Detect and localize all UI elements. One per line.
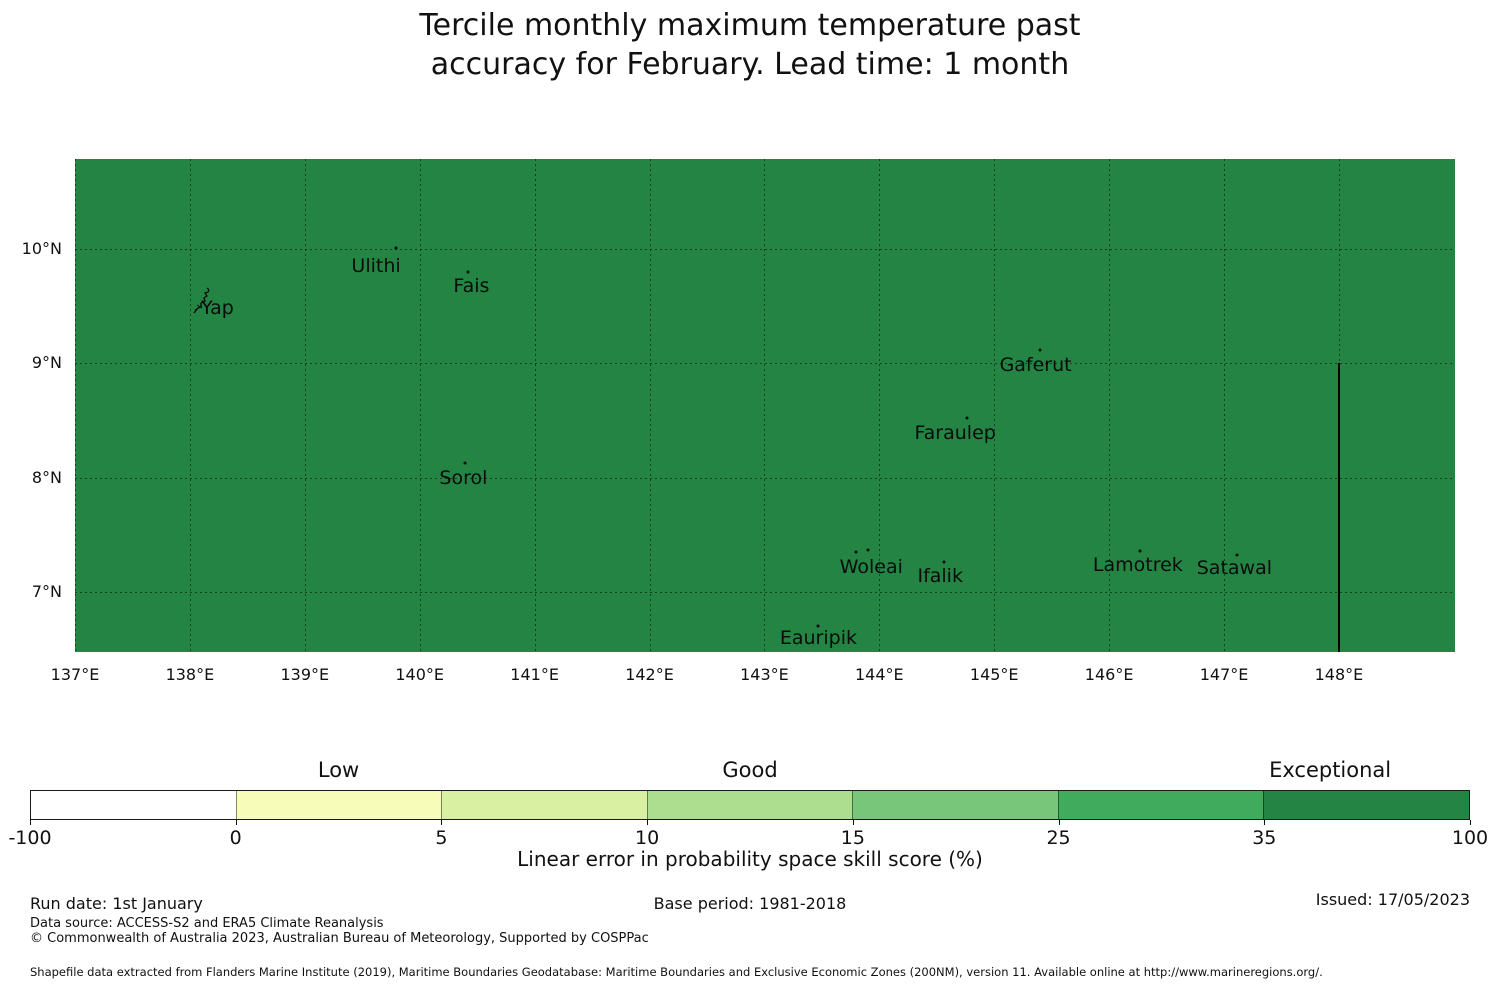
- x-axis-tick-label: 142°E: [625, 665, 674, 684]
- longitude-gridline: [534, 159, 536, 652]
- copyright-text: © Commonwealth of Australia 2023, Austra…: [30, 931, 649, 946]
- y-axis-tick-label: 10°N: [21, 238, 62, 258]
- longitude-gridline: [649, 159, 651, 652]
- x-axis-tick-label: 139°E: [280, 665, 330, 684]
- colorbar-segment-6: [1263, 791, 1470, 819]
- chart-title: Tercile monthly maximum temperature past…: [0, 6, 1500, 84]
- longitude-gridline: [419, 159, 421, 652]
- latitude-gridline: [75, 477, 1455, 479]
- colorbar-tick-label: 15: [840, 827, 865, 849]
- map-plot-area: [75, 159, 1455, 652]
- colorbar-category-exceptional: Exceptional: [1269, 758, 1392, 782]
- issued-date-text: Issued: 17/05/2023: [1315, 890, 1470, 909]
- colorbar-tick-label: 100: [1451, 827, 1489, 849]
- colorbar-tick-label: 5: [435, 827, 448, 849]
- longitude-gridline: [994, 159, 996, 652]
- x-axis-tick-label: 138°E: [165, 665, 215, 684]
- longitude-gridline: [1109, 159, 1111, 652]
- longitude-gridline: [304, 159, 306, 652]
- longitude-gridline: [1224, 159, 1226, 652]
- base-period-text: Base period: 1981-2018: [653, 894, 847, 913]
- longitude-gridline: [75, 159, 76, 652]
- longitude-gridline: [764, 159, 766, 652]
- y-axis-tick-label: 8°N: [31, 467, 62, 487]
- colorbar-segment-1: [235, 791, 442, 819]
- colorbar-segment-5: [1057, 791, 1264, 819]
- x-axis-tick-label: 141°E: [510, 665, 559, 684]
- colorbar-tick: [30, 820, 31, 825]
- colorbar-tick-label: 35: [1252, 827, 1277, 849]
- colorbar-segment-2: [441, 791, 647, 819]
- x-axis-tick-label: 144°E: [855, 665, 904, 684]
- colorbar-tick-label: 0: [229, 827, 242, 849]
- latitude-gridline: [75, 592, 1455, 594]
- colorbar-tick: [647, 820, 649, 825]
- chart-title-line1: Tercile monthly maximum temperature past: [419, 8, 1081, 43]
- colorbar-category-low: Low: [317, 758, 360, 782]
- longitude-gridline: [189, 159, 191, 652]
- x-axis-tick-label: 146°E: [1084, 665, 1134, 684]
- colorbar: [30, 790, 1470, 820]
- colorbar-tick-label: 10: [635, 827, 660, 849]
- colorbar-tick: [1470, 820, 1471, 825]
- y-axis-tick-label: 9°N: [31, 353, 62, 373]
- shapefile-note-text: Shapefile data extracted from Flanders M…: [30, 965, 1323, 979]
- colorbar-segment-4: [852, 791, 1058, 819]
- colorbar-tick: [235, 820, 237, 825]
- colorbar-segment-0: [31, 791, 236, 819]
- colorbar-tick-label: -100: [8, 827, 52, 849]
- colorbar-segment-3: [646, 791, 853, 819]
- x-axis-tick-label: 140°E: [395, 665, 445, 684]
- colorbar-tick: [1058, 820, 1060, 825]
- longitude-gridline: [879, 159, 881, 652]
- x-axis-tick-label: 145°E: [969, 665, 1019, 684]
- colorbar-tick: [1264, 820, 1266, 825]
- latitude-gridline: [75, 248, 1455, 250]
- run-date-text: Run date: 1st January: [30, 894, 203, 913]
- colorbar-tick: [852, 820, 854, 825]
- y-axis-tick-label: 7°N: [31, 582, 62, 602]
- x-axis-tick-label: 148°E: [1314, 665, 1364, 684]
- x-axis-tick-label: 137°E: [50, 665, 100, 684]
- x-axis-tick-label: 147°E: [1199, 665, 1249, 684]
- x-axis-tick-label: 143°E: [740, 665, 789, 684]
- colorbar-tick-label: 25: [1046, 827, 1071, 849]
- colorbar-axis-label: Linear error in probability space skill …: [517, 847, 983, 871]
- latitude-gridline: [75, 363, 1455, 365]
- chart-title-line2: accuracy for February. Lead time: 1 mont…: [430, 47, 1070, 82]
- eez-boundary-line: [1337, 363, 1340, 652]
- colorbar-tick: [441, 820, 443, 825]
- colorbar-category-good: Good: [722, 758, 778, 782]
- data-source-text: Data source: ACCESS-S2 and ERA5 Climate …: [30, 916, 384, 931]
